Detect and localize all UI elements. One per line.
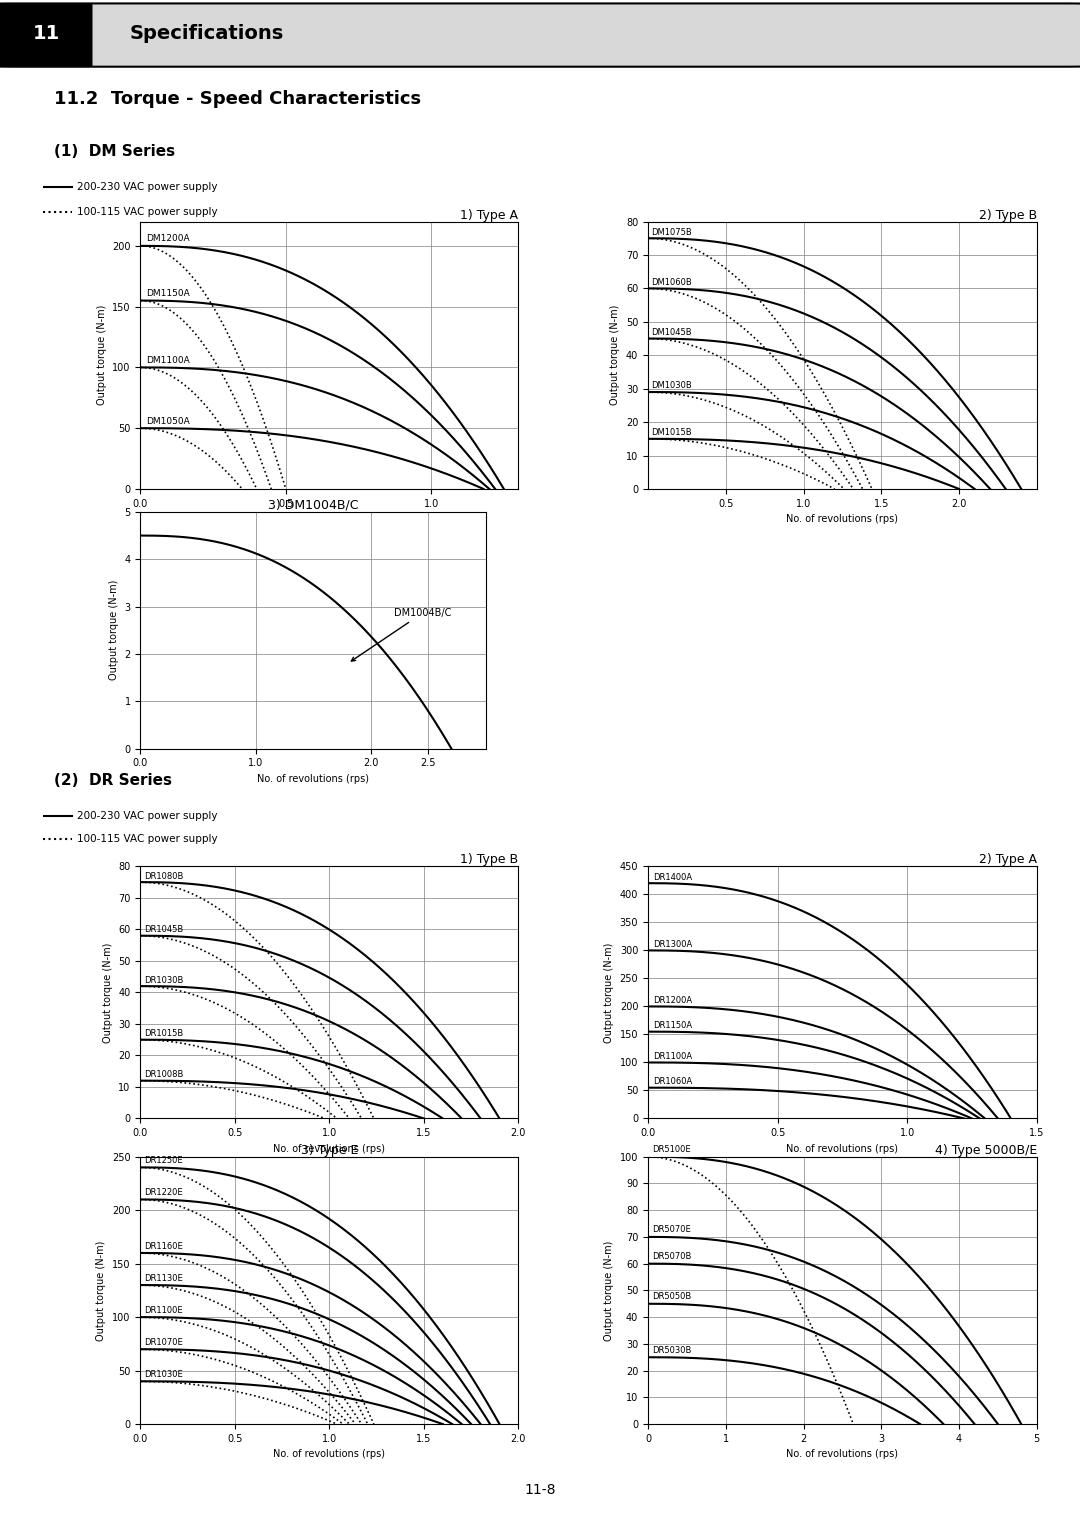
Y-axis label: Output torque (N-m): Output torque (N-m) (605, 1241, 615, 1340)
Text: DR1060A: DR1060A (653, 1077, 692, 1086)
Text: DR5050B: DR5050B (652, 1293, 691, 1300)
Text: DR1160E: DR1160E (145, 1242, 183, 1251)
Y-axis label: Output torque (N-m): Output torque (N-m) (604, 943, 615, 1042)
Text: 2) Type B: 2) Type B (978, 208, 1037, 222)
Text: DM1015B: DM1015B (651, 428, 691, 437)
Text: DM1030B: DM1030B (651, 382, 692, 390)
Text: DM1045B: DM1045B (651, 329, 691, 336)
Text: DR1030B: DR1030B (145, 975, 184, 984)
Text: 2) Type A: 2) Type A (978, 853, 1037, 866)
Text: 11: 11 (32, 23, 60, 43)
Text: DM1100A: DM1100A (146, 356, 190, 365)
Text: 4) Type 5000B/E: 4) Type 5000B/E (934, 1143, 1037, 1157)
Text: DR1080B: DR1080B (145, 871, 184, 880)
Text: DR1030E: DR1030E (145, 1371, 183, 1380)
Text: DR1400A: DR1400A (653, 872, 692, 882)
Text: DR5070E: DR5070E (652, 1225, 690, 1235)
Text: DR1150A: DR1150A (653, 1021, 692, 1030)
Text: DM1150A: DM1150A (146, 289, 190, 298)
Text: 100-115 VAC power supply: 100-115 VAC power supply (78, 206, 218, 217)
X-axis label: No. of revolutions (rps): No. of revolutions (rps) (257, 775, 369, 784)
Text: DM1200A: DM1200A (146, 234, 190, 243)
Text: DR1100E: DR1100E (145, 1306, 183, 1316)
Title: 3) Type E: 3) Type E (300, 1143, 359, 1157)
Text: DR1250E: DR1250E (145, 1157, 183, 1166)
Text: 200-230 VAC power supply: 200-230 VAC power supply (78, 182, 218, 193)
Text: DR5030B: DR5030B (652, 1346, 691, 1354)
X-axis label: No. of revolutions (rps): No. of revolutions (rps) (786, 1450, 899, 1459)
Text: DR5070B: DR5070B (652, 1251, 691, 1261)
Text: (2)  DR Series: (2) DR Series (54, 773, 172, 788)
Y-axis label: Output torque (N-m): Output torque (N-m) (109, 581, 119, 680)
Text: DR1015B: DR1015B (145, 1030, 184, 1038)
Y-axis label: Output torque (N-m): Output torque (N-m) (610, 306, 620, 405)
Text: DR1220E: DR1220E (145, 1189, 183, 1198)
Y-axis label: Output torque (N-m): Output torque (N-m) (103, 943, 112, 1042)
Text: Specifications: Specifications (130, 23, 284, 43)
Text: DR1200A: DR1200A (653, 996, 692, 1005)
Text: DR1070E: DR1070E (145, 1339, 183, 1348)
X-axis label: No. of revolutions (rps): No. of revolutions (rps) (786, 515, 899, 524)
Text: DR1130E: DR1130E (145, 1274, 183, 1284)
Text: DR1008B: DR1008B (145, 1070, 184, 1079)
Text: 200-230 VAC power supply: 200-230 VAC power supply (78, 811, 218, 821)
FancyBboxPatch shape (0, 3, 1080, 67)
Y-axis label: Output torque (N-m): Output torque (N-m) (96, 306, 107, 405)
Text: (1)  DM Series: (1) DM Series (54, 144, 175, 159)
Text: DM1050A: DM1050A (146, 417, 190, 426)
Text: 11.2  Torque - Speed Characteristics: 11.2 Torque - Speed Characteristics (54, 90, 421, 108)
Text: 1) Type A: 1) Type A (460, 208, 518, 222)
Text: DR5100E: DR5100E (652, 1144, 690, 1154)
Y-axis label: Output torque (N-m): Output torque (N-m) (96, 1241, 107, 1340)
X-axis label: No. of revolutions (rps): No. of revolutions (rps) (273, 1144, 386, 1154)
Text: 1) Type B: 1) Type B (460, 853, 518, 866)
Text: DR1045B: DR1045B (145, 924, 184, 934)
X-axis label: No. of revolutions (rps): No. of revolutions (rps) (273, 1450, 386, 1459)
Text: DR1100A: DR1100A (653, 1051, 692, 1060)
Title: 3) DM1004B/C: 3) DM1004B/C (268, 498, 359, 512)
FancyBboxPatch shape (0, 5, 92, 66)
X-axis label: No. of revolutions (rps): No. of revolutions (rps) (273, 515, 386, 524)
Text: 11-8: 11-8 (524, 1482, 556, 1497)
Text: DM1060B: DM1060B (651, 278, 692, 287)
Text: DM1004B/C: DM1004B/C (351, 608, 451, 662)
X-axis label: No. of revolutions (rps): No. of revolutions (rps) (786, 1144, 899, 1154)
Text: 100-115 VAC power supply: 100-115 VAC power supply (78, 834, 218, 843)
Text: DR1300A: DR1300A (653, 940, 692, 949)
Text: DM1075B: DM1075B (651, 228, 692, 237)
